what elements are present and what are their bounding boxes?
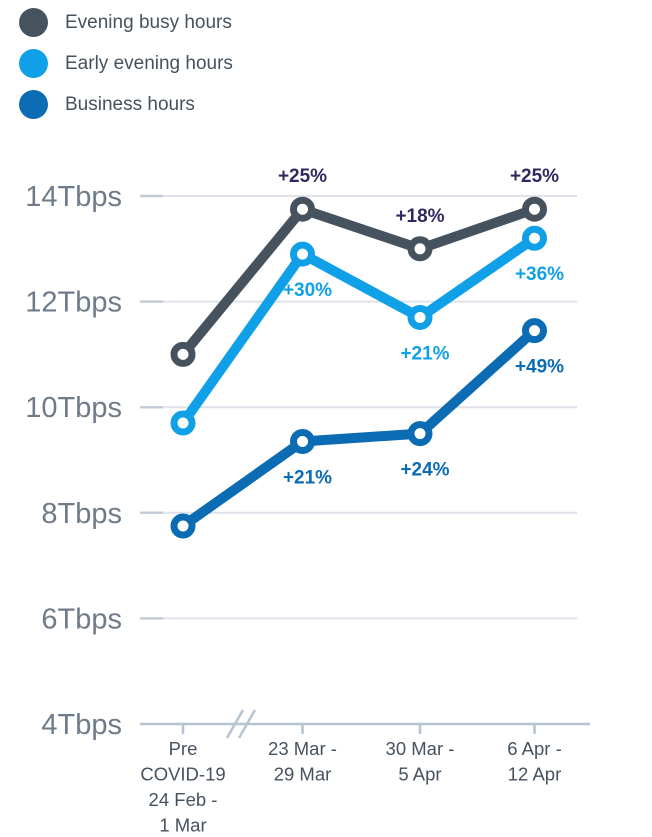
legend-dot-evening-busy-hours-icon (19, 8, 48, 37)
chart-legend: Evening busy hours Early evening hours B… (19, 2, 233, 125)
legend-item-label: Early evening hours (65, 52, 233, 74)
x-axis: Pre COVID-19 24 Feb -1 Mar 23 Mar -29 Mar 30… (140, 709, 590, 836)
series-evening-busy-hours: +25% +18% +25% (170, 166, 559, 367)
data-point-marker (522, 318, 547, 344)
point-percentage-label: +36% (515, 264, 564, 285)
legend-dot-early-evening-hours-icon (19, 49, 48, 78)
series-line (178, 233, 540, 429)
point-percentage-label: +25% (510, 166, 559, 187)
data-point-marker (170, 410, 196, 436)
legend-item-label: Business hours (65, 93, 195, 115)
data-point-marker (522, 196, 547, 222)
y-tick-label: 8Tbps (41, 498, 122, 530)
point-percentage-label: +49% (515, 357, 564, 378)
y-tick-label: 14Tbps (25, 181, 122, 213)
data-point-marker (522, 225, 547, 251)
x-tick-label: 23 Mar -29 Mar (268, 738, 337, 785)
y-tick-label: 6Tbps (41, 603, 122, 635)
point-percentage-label: +21% (283, 468, 332, 489)
x-tick-label: 30 Mar -5 Apr (386, 738, 455, 785)
data-point-marker (290, 196, 315, 222)
data-point-marker (407, 236, 433, 262)
series-early-evening-hours: +30% +21% +36% (170, 225, 564, 436)
data-point-marker (407, 304, 433, 330)
data-point-marker (290, 241, 315, 267)
point-percentage-label: +30% (283, 280, 332, 301)
legend-item-label: Evening busy hours (65, 11, 232, 33)
y-axis-labels: 14Tbps 12Tbps 10Tbps 8Tbps 6Tbps 4Tbps (25, 181, 122, 741)
y-tick-label: 12Tbps (25, 287, 122, 319)
point-percentage-label: +18% (395, 206, 444, 227)
data-point-marker (170, 341, 196, 367)
x-tick-label: Pre COVID-19 24 Feb -1 Mar (140, 738, 225, 836)
x-tick-label: 6 Apr -12 Apr (507, 738, 562, 785)
axis-break-icon (237, 709, 257, 739)
point-percentage-label: +25% (278, 166, 327, 187)
point-percentage-label: +24% (400, 460, 449, 481)
data-point-marker (407, 421, 433, 447)
legend-dot-business-hours-icon (19, 90, 48, 119)
legend-item-business-hours: Business hours (19, 84, 233, 125)
legend-item-early-evening-hours: Early evening hours (19, 43, 233, 84)
series-business-hours: +21% +24% +49% (170, 318, 564, 539)
gridlines (140, 194, 577, 620)
data-point-marker (290, 429, 315, 455)
legend-item-evening-busy-hours: Evening busy hours (19, 2, 233, 43)
y-tick-label: 10Tbps (25, 392, 122, 424)
axis-break-icon (225, 709, 245, 739)
y-tick-label: 4Tbps (41, 709, 122, 741)
data-point-marker (170, 513, 196, 539)
point-percentage-label: +21% (400, 343, 449, 364)
series-line (178, 204, 540, 360)
series-line (178, 325, 540, 531)
